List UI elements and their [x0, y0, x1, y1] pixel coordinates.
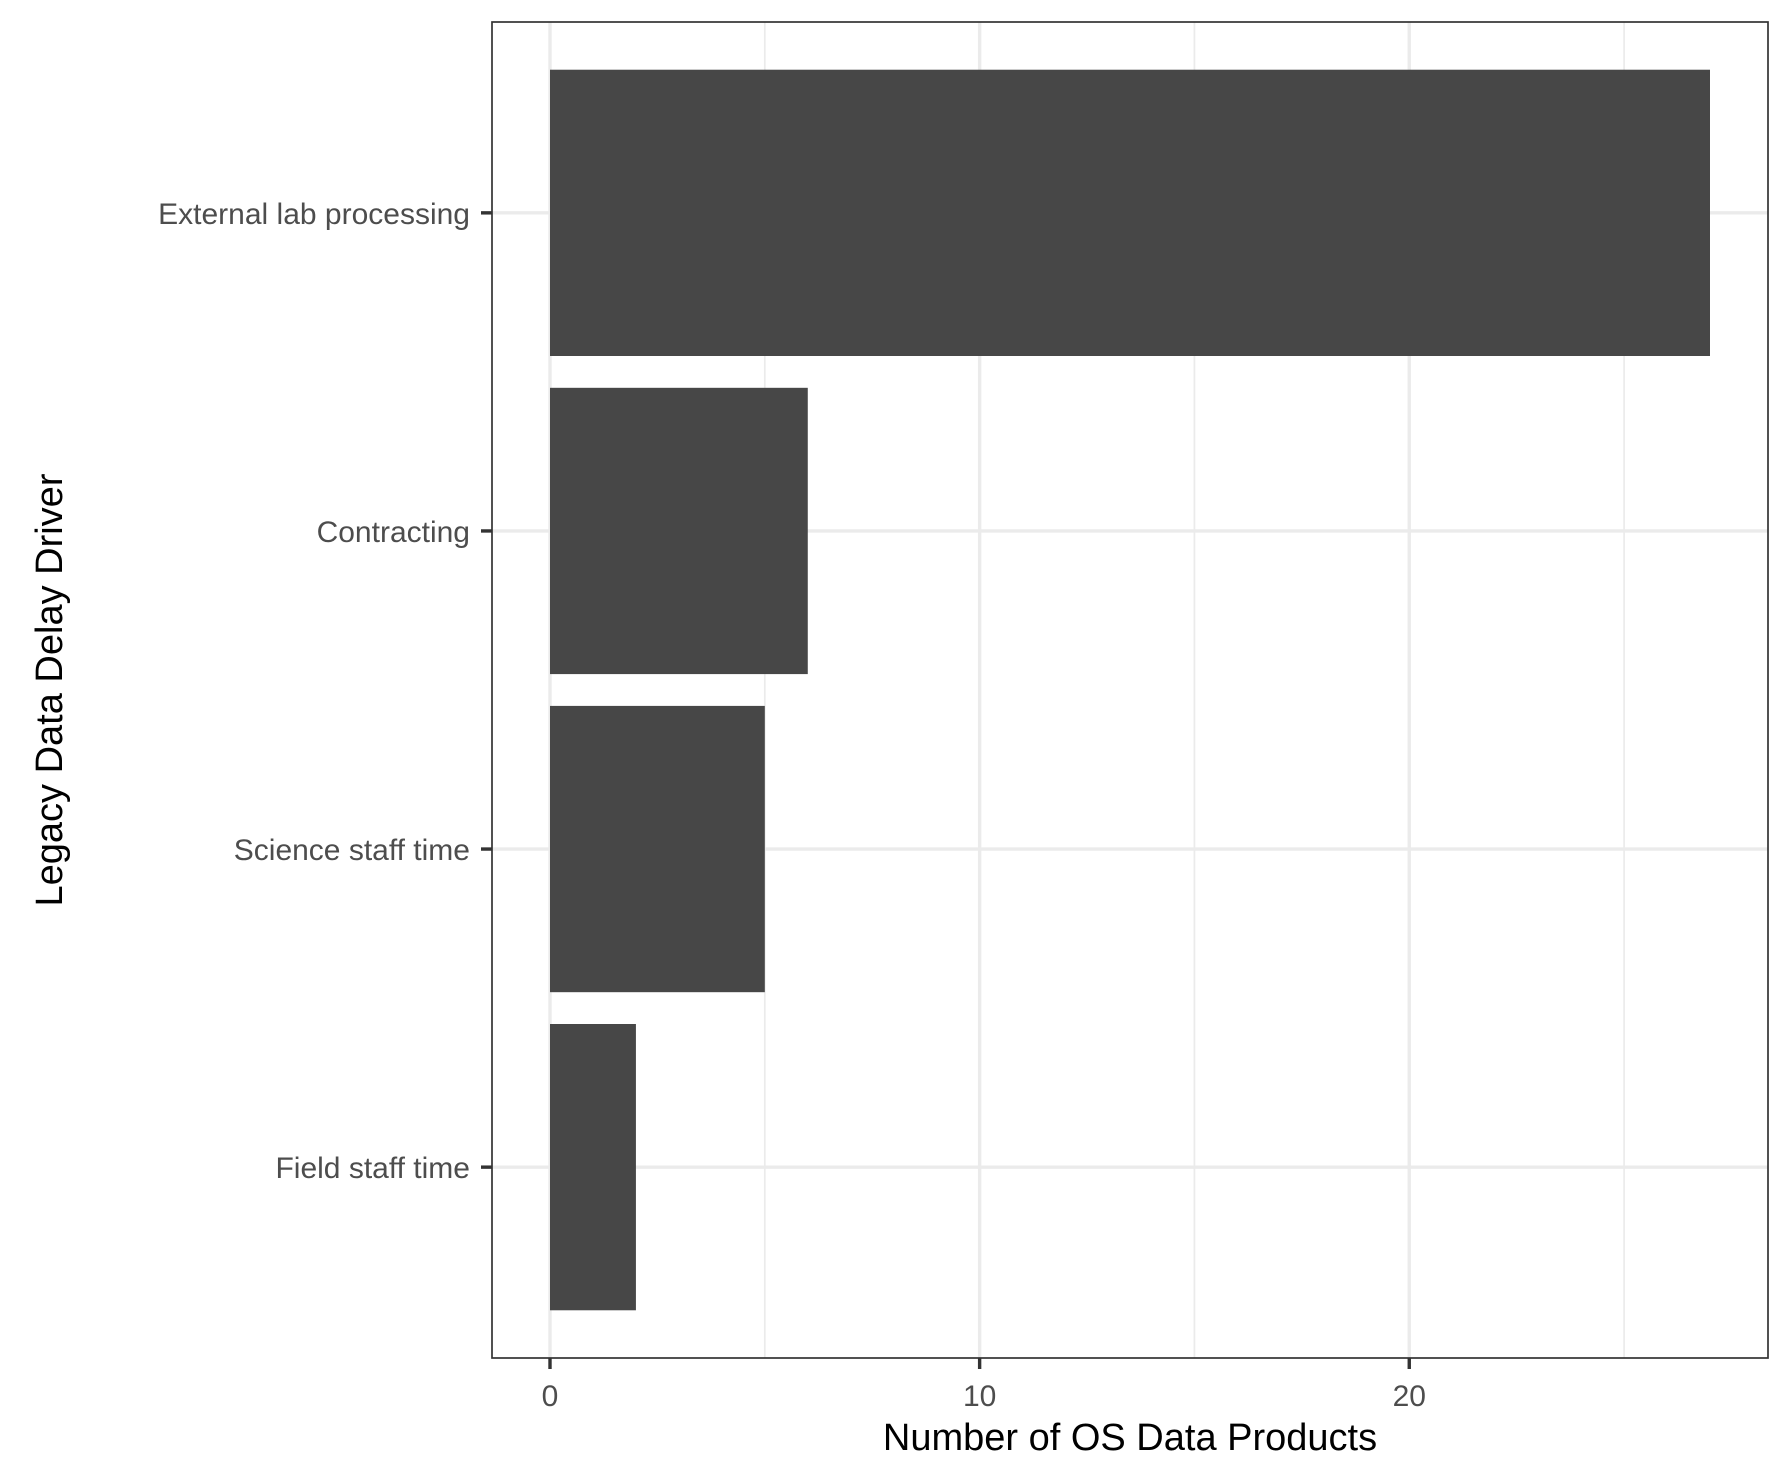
y-tick-label: Field staff time [275, 1152, 470, 1185]
y-axis-ticks: External lab processing Contracting Scienc… [158, 198, 492, 1185]
panel-border [491, 21, 1769, 1359]
x-tick-label: 10 [963, 1380, 996, 1413]
y-tick-label: Science staff time [234, 834, 470, 867]
y-tick-label: External lab processing [158, 198, 470, 231]
x-axis-title: Number of OS Data Products [883, 1417, 1377, 1459]
bar-contracting [550, 387, 808, 675]
x-tick-label: 20 [1393, 1380, 1426, 1413]
y-tick-label: Contracting [317, 516, 470, 549]
x-axis-ticks: 0 10 20 [542, 1358, 1426, 1413]
bar-science-staff-time [550, 705, 765, 993]
x-tick-label: 0 [542, 1380, 559, 1413]
bars [550, 69, 1710, 1311]
y-axis-title: Legacy Data Delay Driver [29, 473, 71, 906]
bar-field-staff-time [550, 1024, 636, 1311]
bar-external-lab-processing [550, 69, 1710, 356]
